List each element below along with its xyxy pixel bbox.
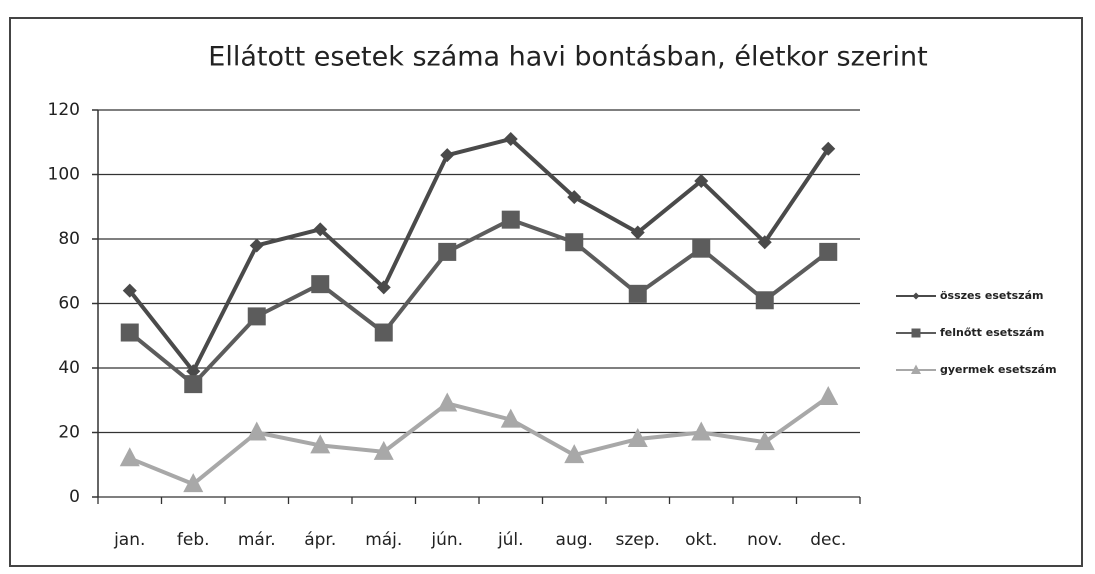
marker xyxy=(374,323,393,342)
x-tick-label: szep. xyxy=(616,530,660,550)
marker xyxy=(373,440,394,460)
marker xyxy=(438,242,457,261)
marker xyxy=(186,364,201,379)
y-tick-label: 100 xyxy=(48,165,80,185)
legend-marker xyxy=(911,364,921,374)
marker xyxy=(183,473,204,493)
series-line xyxy=(128,137,830,374)
marker xyxy=(757,235,772,250)
marker xyxy=(311,275,330,294)
marker xyxy=(755,291,774,310)
chart-frame xyxy=(9,17,1083,567)
marker xyxy=(247,307,266,326)
marker xyxy=(819,242,838,261)
x-tick-label: okt. xyxy=(685,530,717,550)
marker xyxy=(501,210,520,229)
marker xyxy=(246,421,267,441)
marker xyxy=(627,427,648,447)
x-tick-label: júl. xyxy=(497,530,524,550)
series-line xyxy=(128,217,830,387)
legend-label: felnőtt esetszám xyxy=(940,326,1044,339)
marker xyxy=(376,280,391,295)
marker xyxy=(694,173,709,188)
marker xyxy=(564,444,585,464)
y-tick-label: 120 xyxy=(48,100,80,120)
legend-label: összes esetszám xyxy=(940,289,1043,302)
marker xyxy=(630,225,645,240)
y-tick-label: 40 xyxy=(58,358,80,378)
y-tick-label: 60 xyxy=(58,294,80,314)
marker xyxy=(500,408,521,428)
marker xyxy=(122,283,137,298)
marker xyxy=(310,434,331,454)
x-tick-label: már. xyxy=(238,530,276,550)
marker xyxy=(565,233,584,252)
x-tick-label: aug. xyxy=(556,530,593,550)
y-tick-label: 80 xyxy=(58,229,80,249)
marker xyxy=(503,132,518,147)
marker xyxy=(120,323,139,342)
marker xyxy=(313,222,328,237)
legend-marker xyxy=(911,328,921,338)
marker xyxy=(821,141,836,156)
x-tick-label: ápr. xyxy=(304,530,336,550)
chart-title: Ellátott esetek száma havi bontásban, él… xyxy=(208,42,927,73)
legend-label: gyermek esetszám xyxy=(940,363,1057,376)
x-tick-label: dec. xyxy=(810,530,846,550)
marker xyxy=(628,284,647,303)
x-tick-label: máj. xyxy=(365,530,402,550)
x-tick-label: feb. xyxy=(177,530,210,550)
marker xyxy=(818,386,839,406)
marker xyxy=(119,447,140,467)
x-tick-label: jan. xyxy=(113,530,145,550)
y-tick-label: 0 xyxy=(69,487,80,507)
marker xyxy=(691,421,712,441)
marker xyxy=(184,375,203,394)
series-line xyxy=(128,395,830,487)
marker xyxy=(249,238,264,253)
y-tick-label: 20 xyxy=(58,423,80,443)
legend-marker xyxy=(912,292,920,300)
marker xyxy=(567,190,582,205)
x-tick-label: nov. xyxy=(747,530,782,550)
marker xyxy=(754,431,775,451)
x-tick-label: jún. xyxy=(430,530,463,550)
marker xyxy=(440,148,455,163)
marker xyxy=(692,239,711,258)
marker xyxy=(437,392,458,412)
